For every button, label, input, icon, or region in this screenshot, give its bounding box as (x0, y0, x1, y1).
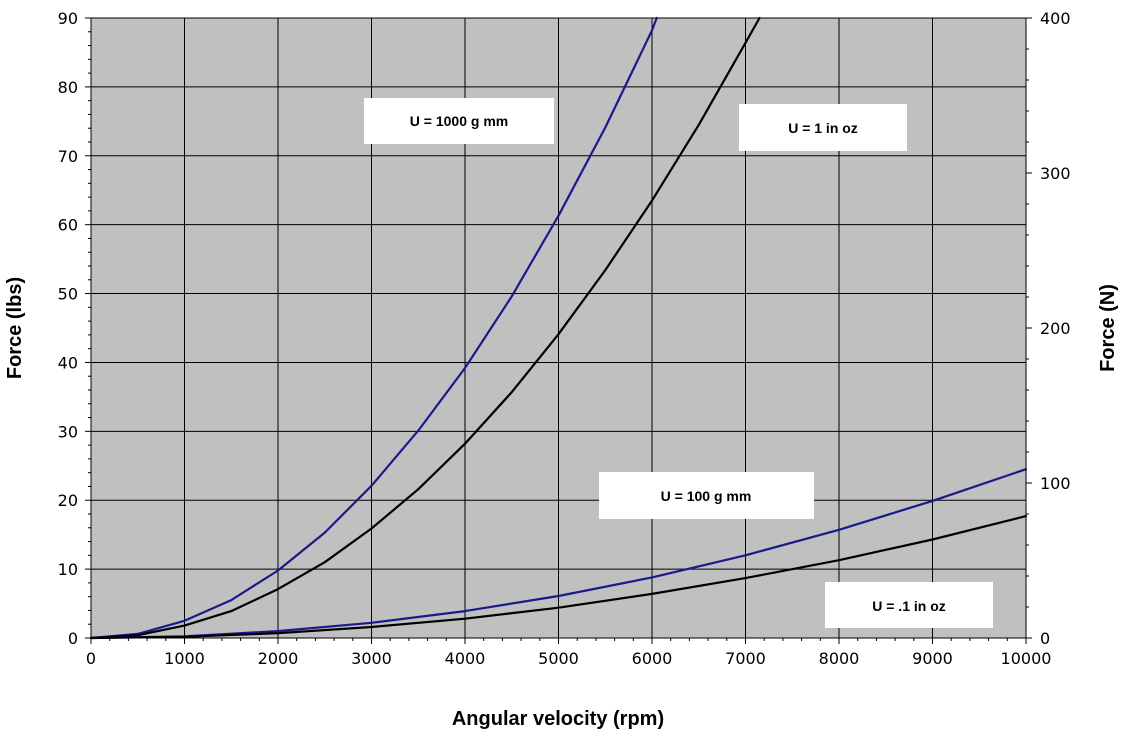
y-tick-label: 10 (58, 560, 78, 579)
y-axis-title: Force (lbs) (4, 277, 26, 379)
annotation-label: U = 1 in oz (788, 120, 858, 136)
y-tick-label: 60 (58, 216, 78, 235)
x-tick-label: 1000 (164, 649, 205, 668)
x-tick-label: 2000 (258, 649, 299, 668)
x-axis-title: Angular velocity (rpm) (452, 708, 664, 730)
series-layer (89, 16, 1028, 640)
y-tick-label: 20 (58, 491, 78, 510)
y2-tick-label: 0 (1040, 629, 1050, 648)
series-line-1 (89, 16, 658, 640)
y-tick-labels: 0 10 20 30 40 50 60 70 80 90 (58, 9, 78, 648)
x-tick-label: 0 (86, 649, 96, 668)
x-tick-label: 3000 (351, 649, 392, 668)
x-tick-label: 10000 (1001, 649, 1052, 668)
annotation-u-1-in-oz: U = 1 in oz (739, 104, 907, 151)
y-tick-label: 50 (58, 285, 78, 304)
y2-tick-label: 100 (1040, 474, 1071, 493)
x-tick-labels: 0 1000 2000 3000 4000 5000 6000 7000 8000 9000 100… (86, 649, 1052, 668)
y-tick-label: 70 (58, 147, 78, 166)
y-tick-label: 0 (68, 629, 78, 648)
annotation-box (364, 98, 554, 144)
annotation-label: U = 100 g mm (661, 488, 752, 504)
y2-tick-labels: 0 100 200 300 400 (1040, 9, 1071, 648)
y-tick-label: 80 (58, 78, 78, 97)
x-tick-label: 9000 (912, 649, 953, 668)
y2-tick-label: 400 (1040, 9, 1071, 28)
annotation-box (825, 582, 993, 628)
y2-tick-label: 200 (1040, 319, 1071, 338)
annotation-box (739, 104, 907, 151)
series-line-2 (89, 16, 761, 640)
y-tick-label: 90 (58, 9, 78, 28)
series-line-4 (89, 514, 1028, 640)
series-line-3 (89, 468, 1028, 640)
annotation-box (599, 472, 814, 519)
x-tick-label: 6000 (632, 649, 673, 668)
x-tick-label: 4000 (445, 649, 486, 668)
annotation-u-0.1-in-oz: U = .1 in oz (825, 582, 993, 628)
y2-axis-title: Force (N) (1097, 284, 1119, 372)
x-tick-label: 7000 (725, 649, 766, 668)
annotation-u-100-g-mm: U = 100 g mm (599, 472, 814, 519)
annotation-label: U = 1000 g mm (410, 113, 508, 129)
y-tick-label: 40 (58, 353, 78, 372)
y2-tick-label: 300 (1040, 164, 1071, 183)
x-tick-label: 5000 (538, 649, 579, 668)
y-tick-label: 30 (58, 422, 78, 441)
annotation-u-1000-g-mm: U = 1000 g mm (364, 98, 554, 144)
x-tick-label: 8000 (819, 649, 860, 668)
plot-frame (90, 17, 1027, 639)
annotation-label: U = .1 in oz (872, 598, 946, 614)
